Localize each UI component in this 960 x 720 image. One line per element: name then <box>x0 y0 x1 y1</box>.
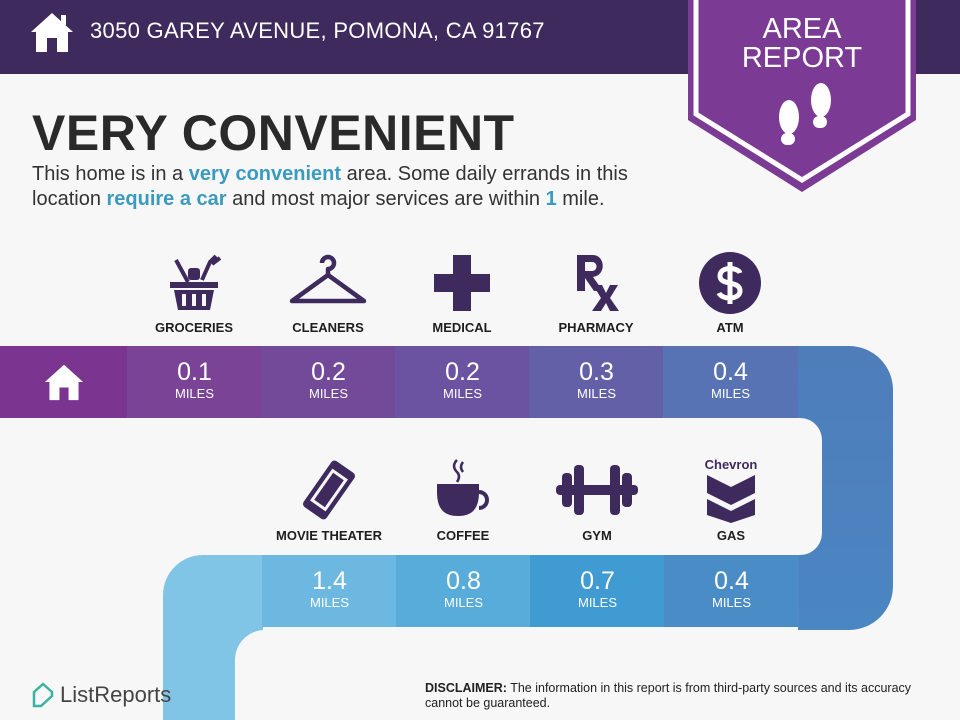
distance-cell-medical: 0.2 MILES <box>395 346 530 418</box>
inner-white-area <box>0 418 822 555</box>
bottom-white-area <box>235 630 960 720</box>
distance-value: 0.2 <box>445 358 480 386</box>
distance-value: 0.3 <box>579 358 614 386</box>
distance-value: 0.4 <box>713 358 748 386</box>
distance-value: 0.7 <box>580 567 615 595</box>
ticket-icon <box>284 455 374 525</box>
hanger-icon <box>283 248 373 318</box>
listreports-logo: ListReports <box>32 682 171 708</box>
description: This home is in a very convenient area. … <box>32 163 628 210</box>
chevron-brand-text: Chevron <box>705 457 758 472</box>
page-title: VERY CONVENIENT <box>32 105 515 161</box>
distance-value: 0.2 <box>311 358 346 386</box>
grocery-basket-icon <box>149 248 239 318</box>
rx-icon <box>551 248 641 318</box>
category-label: GROCERIES <box>154 320 233 335</box>
category-label: MOVIE THEATER <box>276 528 382 543</box>
category-label: MEDICAL <box>432 320 492 335</box>
badge-line2: REPORT <box>741 42 863 74</box>
area-report-badge <box>688 0 916 192</box>
dollar-icon <box>685 248 775 318</box>
distance-unit: MILES <box>309 595 349 610</box>
property-address: 3050 GAREY AVENUE, POMONA, CA 91767 <box>90 18 545 43</box>
distance-cell-cleaners: 0.2 MILES <box>261 346 396 418</box>
badge-line1: AREA <box>762 13 842 45</box>
distance-cell-groceries: 0.1 MILES <box>127 346 262 418</box>
category-label: GYM <box>582 528 612 543</box>
chevron-logo-icon: Chevron <box>686 455 776 525</box>
distance-cell-movie-theater: 1.4 MILES <box>262 555 397 627</box>
listreports-logo-icon <box>32 682 54 708</box>
distance-cell-gym: 0.7 MILES <box>530 555 665 627</box>
category-label: CLEANERS <box>292 320 364 335</box>
home-cell <box>0 346 127 418</box>
distance-cell-pharmacy: 0.3 MILES <box>529 346 664 418</box>
distance-cell-atm: 0.4 MILES <box>663 346 798 418</box>
distance-unit: MILES <box>711 595 751 610</box>
disclaimer-text: The information in this report is from t… <box>425 681 912 710</box>
category-label: PHARMACY <box>558 320 634 335</box>
distance-cell-coffee: 0.8 MILES <box>396 555 531 627</box>
category-label: COFFEE <box>436 528 490 543</box>
distance-unit: MILES <box>443 595 483 610</box>
logo-text: ListReports <box>60 682 172 707</box>
distance-value: 0.1 <box>177 358 212 386</box>
dumbbell-icon <box>552 455 642 525</box>
distance-unit: MILES <box>442 386 482 401</box>
distance-cell-gas: 0.4 MILES <box>664 555 799 627</box>
badge-title: AREA REPORT <box>688 15 916 73</box>
home-icon <box>31 13 73 52</box>
distance-value: 1.4 <box>312 567 347 595</box>
footprints-icon <box>779 83 831 145</box>
disclaimer: DISCLAIMER: The information in this repo… <box>425 681 935 711</box>
distance-unit: MILES <box>577 595 617 610</box>
medical-cross-icon <box>417 248 507 318</box>
category-label: GAS <box>716 528 746 543</box>
category-label: ATM <box>716 320 744 335</box>
disclaimer-label: DISCLAIMER: <box>425 681 507 695</box>
distance-unit: MILES <box>710 386 750 401</box>
distance-unit: MILES <box>308 386 348 401</box>
distance-value: 0.8 <box>446 567 481 595</box>
distance-unit: MILES <box>174 386 214 401</box>
home-icon <box>44 364 83 401</box>
distance-unit: MILES <box>576 386 616 401</box>
distance-value: 0.4 <box>714 567 749 595</box>
coffee-cup-icon <box>418 455 508 525</box>
